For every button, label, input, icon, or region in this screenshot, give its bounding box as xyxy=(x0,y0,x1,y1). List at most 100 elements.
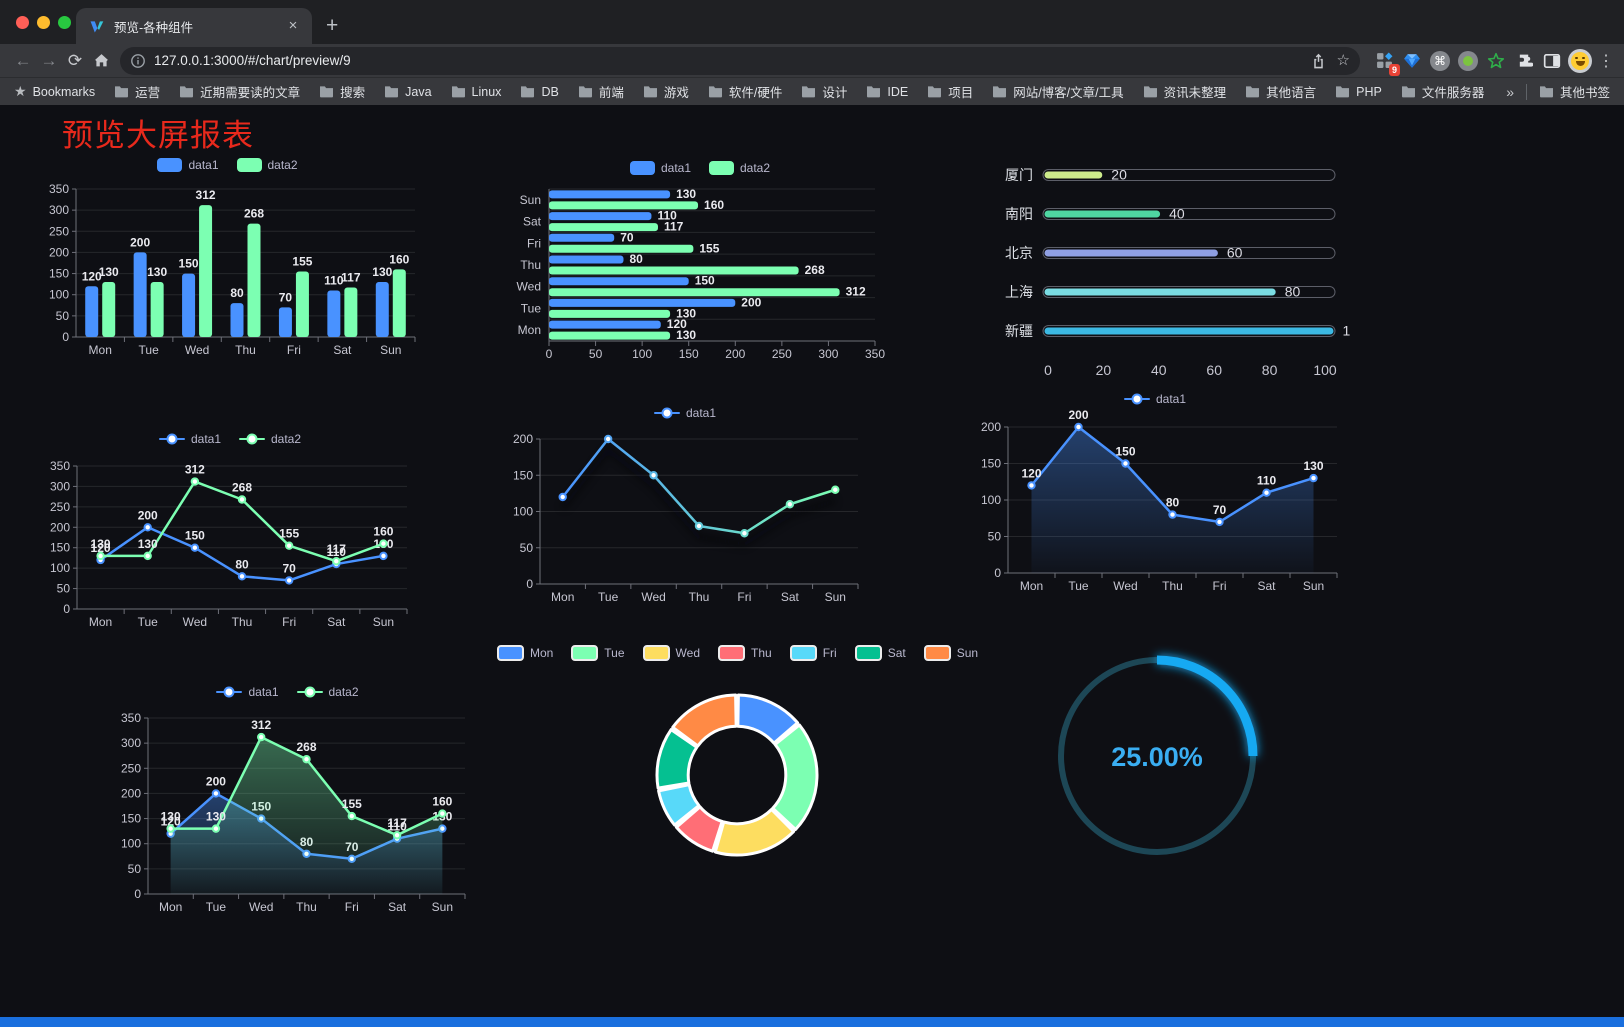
dual-area-line-canvas: 0 50 100 150 200 250 300 350 Mon Tue Wed Thu Fri Sat S… xyxy=(121,711,466,914)
legend-item-Thu[interactable]: Thu xyxy=(718,645,772,661)
back-icon[interactable]: ← xyxy=(14,50,32,70)
bookmark-folder[interactable]: Java xyxy=(384,82,432,101)
legend-marker-icon xyxy=(854,645,882,661)
command-extension-icon[interactable]: ⌘ xyxy=(1426,48,1454,74)
address-bar[interactable]: 127.0.0.1:3000/#/chart/preview/9 ☆ xyxy=(120,46,1360,75)
legend-item-Sat[interactable]: Sat xyxy=(854,645,906,661)
legend-item-Wed[interactable]: Wed xyxy=(642,645,700,661)
svg-text:Tue: Tue xyxy=(1068,579,1089,593)
svg-text:350: 350 xyxy=(50,459,70,473)
area-line-chart[interactable]: 0 50 100 150 200 Mon Tue Wed Thu Fri Sat Sun 120 200 1… xyxy=(960,391,1350,603)
forward-icon[interactable]: → xyxy=(40,50,58,70)
svg-text:110: 110 xyxy=(1257,474,1277,488)
svg-text:200: 200 xyxy=(121,786,141,800)
bookmark-folder[interactable]: 资讯未整理 xyxy=(1143,82,1226,101)
bookmark-star-icon[interactable]: ☆ xyxy=(1336,52,1350,69)
legend-item-data2[interactable]: data2 xyxy=(239,432,301,446)
minimize-window-button[interactable] xyxy=(37,16,50,29)
legend-item-Fri[interactable]: Fri xyxy=(789,645,837,661)
svg-text:250: 250 xyxy=(49,224,69,238)
new-tab-button[interactable]: + xyxy=(326,14,339,37)
extensions-puzzle-icon[interactable] xyxy=(1510,48,1538,74)
donut-canvas xyxy=(655,693,819,857)
gem-extension-icon[interactable] xyxy=(1398,48,1426,74)
side-panel-icon[interactable] xyxy=(1538,48,1566,74)
legend-item-Sun[interactable]: Sun xyxy=(923,645,978,661)
bookmark-folder[interactable]: 项目 xyxy=(927,82,973,101)
browser-tab[interactable]: 预览-各种组件 × xyxy=(76,8,312,44)
gauge-chart[interactable]: 25.00% xyxy=(1040,639,1280,874)
legend-item-Tue[interactable]: Tue xyxy=(571,645,625,661)
bookmark-folder[interactable]: 游戏 xyxy=(643,82,689,101)
bookmark-folder[interactable]: 前端 xyxy=(578,82,624,101)
legend-item-data2[interactable]: data2 xyxy=(236,158,298,172)
svg-text:Tue: Tue xyxy=(521,301,542,315)
svg-text:300: 300 xyxy=(50,479,70,493)
green-star-extension-icon[interactable] xyxy=(1482,48,1510,74)
svg-text:70: 70 xyxy=(1213,503,1227,517)
bookmark-folder[interactable]: 其他语言 xyxy=(1245,82,1316,101)
svg-text:Thu: Thu xyxy=(1162,579,1183,593)
bookmark-folder[interactable]: 文件服务器 xyxy=(1401,82,1484,101)
zoom-window-button[interactable] xyxy=(58,16,71,29)
bookmark-folder[interactable]: 搜索 xyxy=(319,82,365,101)
legend-label: data1 xyxy=(190,432,221,446)
svg-text:130: 130 xyxy=(372,265,392,279)
legend-item-data1[interactable]: data1 xyxy=(1123,392,1186,406)
share-icon[interactable] xyxy=(1310,52,1327,69)
svg-text:200: 200 xyxy=(981,420,1001,434)
svg-text:Sun: Sun xyxy=(1303,579,1324,593)
browser-menu-icon[interactable]: ⋮ xyxy=(1598,52,1614,70)
grouped-bar-chart[interactable]: 0 50 100 150 200 250 300 350 Mon Tue Wed Thu Fri Sat S… xyxy=(30,149,425,364)
svg-text:100: 100 xyxy=(1313,362,1337,378)
dual-line-chart[interactable]: 0 50 100 150 200 250 300 350 Mon Tue Wed Thu Fri Sat S… xyxy=(45,426,415,638)
bookmarks-manager-item[interactable]: ★ Bookmarks xyxy=(14,83,95,100)
bookmark-folder[interactable]: PHP xyxy=(1335,82,1382,101)
svg-text:50: 50 xyxy=(57,582,71,596)
tab-close-icon[interactable]: × xyxy=(288,17,298,34)
home-icon[interactable] xyxy=(88,48,114,74)
extension-grid-icon[interactable]: 9 xyxy=(1370,48,1400,76)
horizontal-bar-chart[interactable]: 0 50 100 150 200 250 300 350 Sun 130 160 Sat 110 117 F… xyxy=(505,151,895,366)
bookmark-folder[interactable]: 设计 xyxy=(801,82,847,101)
legend-item-data2[interactable]: data2 xyxy=(296,685,359,699)
legend-item-data1[interactable]: data1 xyxy=(653,406,716,420)
legend-item-data1[interactable]: data1 xyxy=(629,161,691,175)
bookmark-folder[interactable]: 运营 xyxy=(114,82,160,101)
legend-marker-icon xyxy=(1123,393,1150,405)
bookmark-folder[interactable]: DB xyxy=(520,82,559,101)
dual-area-line-chart[interactable]: 0 50 100 150 200 250 300 350 Mon Tue Wed Thu Fri Sat S… xyxy=(100,678,475,923)
recorder-extension-icon[interactable] xyxy=(1454,48,1482,74)
bookmarks-overflow-icon[interactable]: » xyxy=(1506,83,1514,100)
folder-icon xyxy=(1336,86,1350,98)
legend-item-data1[interactable]: data1 xyxy=(157,158,219,172)
reload-icon[interactable]: ⟳ xyxy=(67,50,83,70)
bookmark-folder[interactable]: 近期需要读的文章 xyxy=(179,82,300,101)
svg-text:70: 70 xyxy=(282,561,296,575)
chart-legend: data1 xyxy=(500,405,870,421)
legend-item-data2[interactable]: data2 xyxy=(709,161,770,175)
gradient-line-chart[interactable]: 0 50 100 150 200 Mon Tue Wed Thu Fri Sat Sun data1 xyxy=(500,399,870,614)
legend-label: Sat xyxy=(887,646,906,660)
svg-text:300: 300 xyxy=(121,736,141,750)
donut-chart[interactable]: Mon Tue Wed Thu Fri Sat Sun xyxy=(496,639,978,874)
other-bookmarks-folder[interactable]: 其他书签 xyxy=(1539,82,1610,101)
legend-item-data1[interactable]: data1 xyxy=(216,685,279,699)
legend-item-Mon[interactable]: Mon xyxy=(496,645,553,661)
profile-avatar[interactable] xyxy=(1566,48,1594,74)
bookmark-folder[interactable]: IDE xyxy=(866,82,908,101)
bookmark-folder[interactable]: 软件/硬件 xyxy=(708,82,782,101)
folder-icon xyxy=(115,86,129,98)
bookmark-folder[interactable]: Linux xyxy=(451,82,501,101)
close-window-button[interactable] xyxy=(16,16,29,29)
progress-bar-chart[interactable]: 厦门 20 南阳 40 北京 60 上海 80 新疆 100 0 20 40 60 80 100 xyxy=(985,151,1366,391)
legend-label: data1 xyxy=(660,161,691,175)
svg-text:0: 0 xyxy=(994,566,1001,580)
svg-text:150: 150 xyxy=(1115,445,1135,459)
legend-item-data1[interactable]: data1 xyxy=(158,432,221,446)
svg-text:200: 200 xyxy=(50,520,70,534)
bookmark-folder[interactable]: 网站/博客/文章/工具 xyxy=(992,82,1124,101)
site-info-icon[interactable] xyxy=(130,53,146,69)
svg-text:130: 130 xyxy=(99,265,119,279)
bookmarks-right: » 其他书签 xyxy=(1506,82,1610,101)
